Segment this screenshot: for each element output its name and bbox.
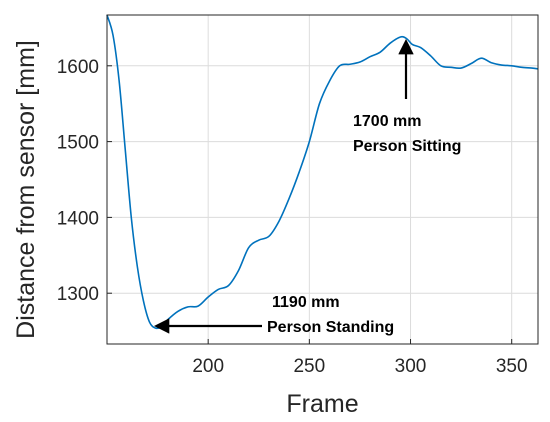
series-layer [106,14,539,330]
y-tick-label: 1500 [57,133,99,154]
x-axis-label: Frame [286,390,358,418]
tick-labels: 200 250 300 350 1300 1400 1500 1600 [57,57,528,377]
annotation-sitting-value: 1700 mm [353,113,422,130]
x-tick-label: 300 [395,356,427,377]
series-line-0 [106,14,539,330]
y-tick-label: 1300 [57,284,99,305]
x-tick-label: 250 [293,356,325,377]
annotation-standing-label: Person Standing [267,319,394,336]
x-tick-label: 200 [192,356,224,377]
plot-frame [106,14,539,345]
annotation-sitting-label: Person Sitting [353,138,461,155]
y-tick-label: 1400 [57,208,99,229]
grid-lines [107,15,538,344]
y-axis-label: Distance from sensor [mm] [12,40,40,339]
x-tick-label: 350 [496,356,528,377]
annotation-standing-value: 1190 mm [272,294,340,311]
y-tick-label: 1600 [57,57,99,78]
